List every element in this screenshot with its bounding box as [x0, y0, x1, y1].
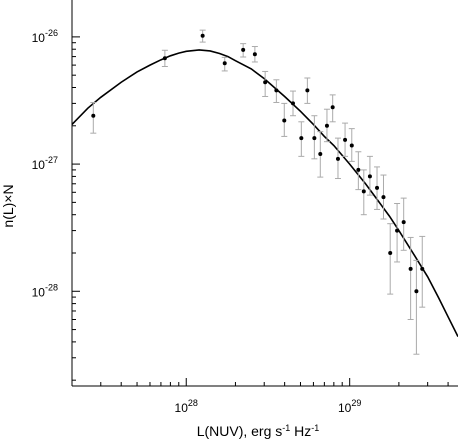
x-axis-title-exp2: -1 — [311, 423, 319, 433]
data-point-27 — [401, 220, 406, 225]
data-point-14 — [318, 152, 323, 157]
data-point-22 — [367, 174, 372, 179]
y-tick-label-3: 10-26 — [32, 28, 58, 45]
data-point-layer — [91, 33, 425, 294]
data-point-8 — [274, 88, 279, 93]
data-point-6 — [252, 52, 257, 57]
data-point-18 — [343, 137, 348, 142]
data-point-24 — [381, 195, 386, 200]
x-tick-label-base: 10 — [175, 401, 189, 415]
y-tick-label-exp: -28 — [45, 282, 58, 292]
y-tick-label-exp: -26 — [45, 28, 58, 38]
x-tick-label-base: 10 — [338, 401, 352, 415]
y-tick-label-base: 10 — [32, 285, 46, 299]
x-tick-label-1: 1028 — [175, 398, 198, 415]
x-tick-label-exp: 28 — [188, 398, 198, 408]
x-tick-label-exp: 29 — [351, 398, 361, 408]
data-point-4 — [222, 61, 227, 66]
x-axis-title-exp1: -1 — [282, 423, 290, 433]
data-point-12 — [305, 88, 310, 93]
data-point-9 — [282, 118, 287, 123]
data-point-7 — [263, 80, 268, 85]
error-bar-layer — [90, 29, 426, 355]
data-point-20 — [356, 167, 361, 172]
x-ticks: 1028 1029 — [71, 378, 449, 415]
data-point-26 — [395, 228, 400, 233]
x-tick-label-2: 1029 — [338, 398, 361, 415]
data-point-28 — [408, 266, 413, 271]
data-point-17 — [335, 156, 340, 161]
data-point-11 — [299, 136, 304, 141]
data-point-29 — [414, 289, 419, 294]
data-point-16 — [330, 105, 335, 110]
x-axis-title-base: L(NUV), erg s — [197, 423, 283, 439]
x-axis-title-mid: Hz — [290, 423, 311, 439]
y-axis-title: n(L)×N — [0, 184, 16, 227]
data-point-15 — [324, 123, 329, 128]
data-point-13 — [312, 136, 317, 141]
x-axis-title: L(NUV), erg s-1 Hz-1 — [197, 423, 320, 439]
data-point-2 — [162, 56, 167, 61]
data-point-23 — [375, 185, 380, 190]
y-tick-label-1: 10-28 — [32, 282, 58, 299]
y-tick-label-base: 10 — [32, 158, 46, 172]
y-tick-label-base: 10 — [32, 31, 46, 45]
data-point-10 — [291, 101, 296, 106]
data-point-30 — [420, 266, 425, 271]
data-point-1 — [91, 113, 96, 118]
data-point-25 — [388, 250, 393, 255]
data-point-5 — [241, 47, 246, 52]
y-tick-label-exp: -27 — [45, 155, 58, 165]
data-point-21 — [361, 189, 366, 194]
data-point-3 — [200, 33, 205, 38]
y-tick-label-2: 10-27 — [32, 155, 58, 172]
data-point-19 — [349, 143, 354, 148]
